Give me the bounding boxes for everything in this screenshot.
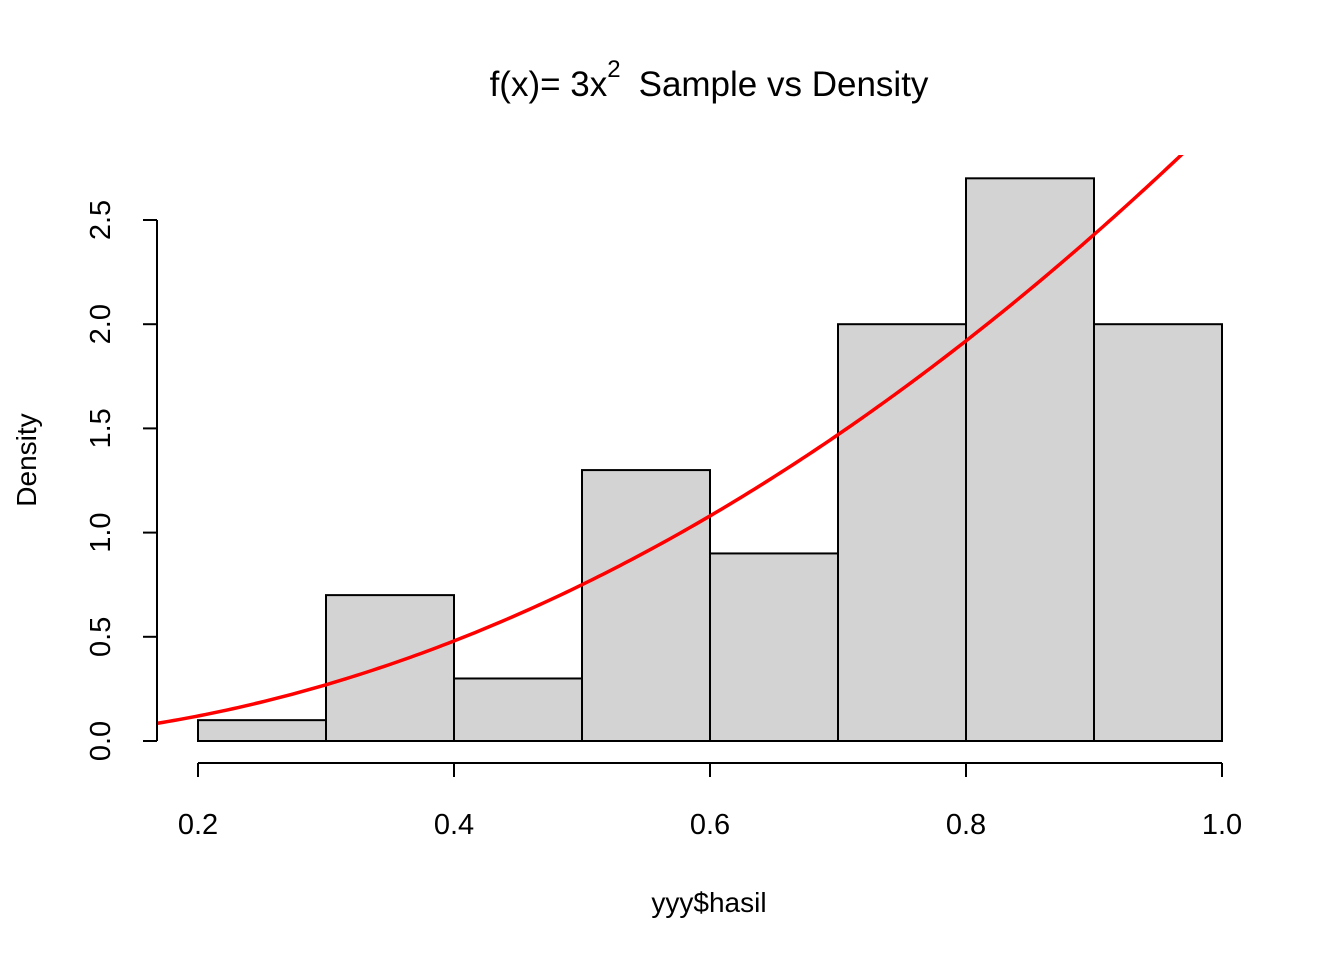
bars-group: [197, 177, 1223, 742]
histogram-bar: [581, 469, 711, 742]
x-axis: 0.2 0.4 0.6 0.8 1.0: [178, 762, 1242, 841]
histogram-bar: [325, 594, 455, 742]
histogram-bar: [709, 552, 839, 742]
x-tick-label: 1.0: [1202, 809, 1242, 841]
y-tick-label: 0.5: [85, 617, 117, 657]
y-tick-label: 2.5: [85, 200, 117, 240]
x-axis-label: yyy$hasil: [651, 887, 766, 918]
density-curve: [157, 155, 1184, 726]
histogram-bar: [837, 323, 967, 742]
histogram-bar: [453, 677, 583, 742]
chart-title-prefix: f(x)= 3x: [490, 65, 608, 104]
y-axis-label: Density: [11, 413, 42, 506]
histogram-bar: [1093, 323, 1223, 742]
chart-title-suffix: Sample vs Density: [639, 65, 929, 104]
y-tick-label: 1.5: [85, 408, 117, 448]
histogram-bar: [197, 719, 327, 742]
histogram-bar: [965, 177, 1095, 742]
chart-title: f(x)= 3x2 Sample vs Density: [490, 56, 929, 104]
y-tick-label: 2.0: [85, 304, 117, 344]
x-tick-label: 0.6: [690, 809, 730, 841]
x-tick-label: 0.8: [946, 809, 986, 841]
y-axis: 0.0 0.5 1.0 1.5 2.0 2.5: [85, 200, 158, 761]
x-tick-label: 0.4: [434, 809, 474, 841]
chart-title-superscript: 2: [607, 56, 620, 83]
y-tick-label: 0.0: [85, 721, 117, 761]
y-tick-label: 1.0: [85, 512, 117, 552]
x-tick-label: 0.2: [178, 809, 218, 841]
